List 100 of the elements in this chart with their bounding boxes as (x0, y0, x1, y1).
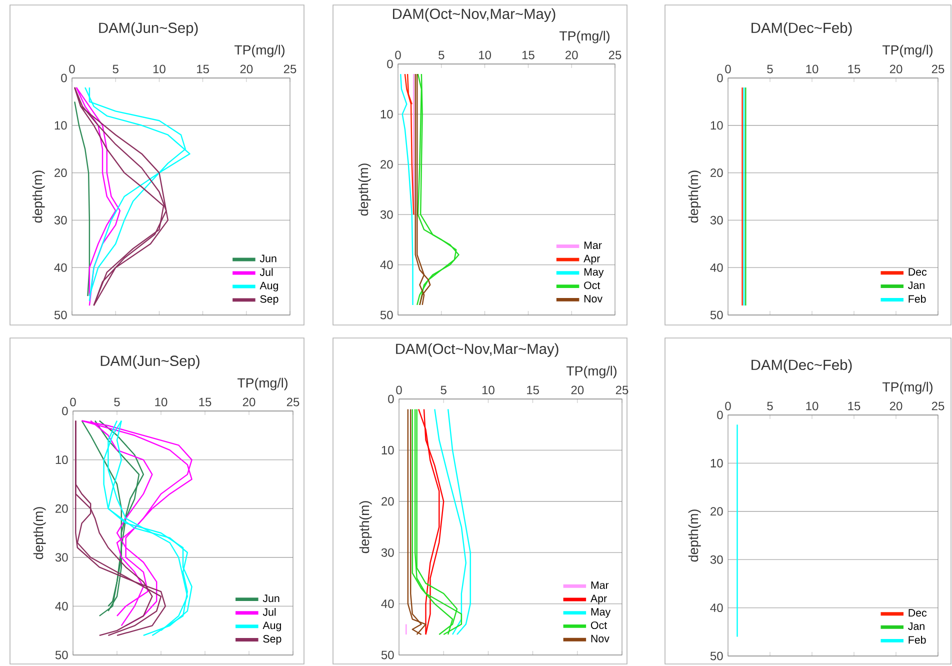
legend-label: Nov (591, 634, 610, 642)
y-tick-label: 10 (710, 458, 723, 468)
y-tick-label: 30 (710, 216, 723, 224)
y-tick-label: 30 (380, 210, 393, 219)
y-tick-label: 50 (710, 310, 723, 320)
legend-label: Apr (584, 254, 600, 264)
y-tick-label: 10 (56, 456, 68, 464)
y-tick-label: 40 (710, 263, 723, 272)
y-tick-label: 20 (56, 504, 68, 513)
x-tick-label: 0 (395, 50, 401, 60)
y-tick-label: 50 (710, 652, 723, 660)
y-axis-title: depth(m) (359, 501, 372, 554)
legend-label: May (584, 268, 604, 278)
legend-label: Aug (260, 282, 278, 292)
x-tick-label: 10 (806, 64, 818, 74)
y-tick-label: 30 (381, 548, 394, 557)
y-tick-label: 30 (55, 553, 68, 562)
chart-title: DAM(Oct~Nov,Mar~May) (393, 8, 556, 22)
chart-title: DAM(Jun~Sep) (99, 22, 198, 36)
x-tick-label: 10 (806, 402, 818, 410)
x-tick-label: 10 (482, 386, 494, 394)
x-tick-label: 25 (616, 386, 628, 394)
legend-label: Jun (260, 254, 276, 262)
legend-label: Mar (591, 581, 609, 589)
x-tick-label: 20 (890, 402, 902, 410)
chart-title: DAM(Jun~Sep) (100, 355, 200, 369)
legend-label: Sep (260, 295, 278, 305)
x-tick-label: 5 (112, 64, 118, 74)
x-tick-label: 20 (240, 64, 253, 74)
y-tick-label: 10 (380, 110, 393, 118)
x-tick-label: 0 (725, 402, 731, 410)
chart-title: DAM(Oct~Nov,Mar~May) (396, 343, 558, 357)
x-tick-label: 0 (396, 386, 402, 394)
legend-label: Dec (908, 268, 927, 276)
y-tick-label: 20 (382, 497, 394, 506)
y-tick-label: 0 (717, 410, 723, 420)
legend-label: Nov (584, 295, 602, 302)
x-tick-label: 15 (199, 398, 212, 406)
x-axis-title: TP(mg/l) (882, 382, 932, 394)
y-axis-title: depth(m) (358, 164, 371, 216)
legend-label: Feb (908, 294, 926, 303)
x-tick-label: 20 (566, 50, 578, 60)
legend-label: Jul (262, 608, 276, 616)
x-tick-label: 5 (438, 50, 444, 60)
x-tick-label: 20 (890, 64, 902, 74)
y-tick-label: 10 (710, 121, 723, 130)
x-tick-label: 25 (286, 398, 300, 406)
legend-label: Feb (908, 636, 926, 644)
x-tick-label: 15 (848, 402, 860, 410)
x-tick-label: 0 (70, 398, 76, 406)
x-tick-label: 5 (440, 386, 446, 394)
x-tick-label: 10 (153, 64, 166, 74)
y-tick-label: 50 (381, 650, 394, 660)
legend-label: Oct (590, 621, 607, 630)
legend-label: Mar (584, 242, 602, 250)
legend-label: Apr (590, 594, 607, 604)
y-axis-title: depth(m) (33, 507, 46, 560)
x-tick-label: 10 (155, 398, 168, 406)
x-tick-label: 5 (767, 402, 773, 410)
y-tick-label: 10 (54, 121, 67, 130)
y-tick-label: 0 (61, 74, 67, 82)
y-tick-label: 40 (381, 600, 394, 608)
y-tick-label: 20 (54, 168, 67, 178)
y-tick-label: 40 (54, 263, 67, 272)
y-tick-label: 20 (710, 507, 723, 516)
y-tick-label: 40 (380, 260, 393, 270)
y-axis-title: depth(m) (688, 170, 701, 223)
y-axis-title: depth(m) (688, 510, 701, 562)
chart-title: DAM(Dec~Feb) (752, 22, 852, 36)
legend-label: May (591, 608, 611, 618)
x-tick-label: 25 (608, 50, 622, 60)
y-tick-label: 30 (710, 555, 723, 564)
x-axis-title: TP(mg/l) (237, 378, 288, 390)
y-tick-label: 40 (55, 602, 68, 610)
legend-label: Jan (908, 282, 924, 290)
y-axis-title: depth(m) (32, 170, 45, 223)
y-tick-label: 50 (55, 650, 68, 660)
x-axis-title: TP(mg/l) (882, 44, 932, 58)
x-tick-label: 5 (114, 398, 120, 406)
legend-label: Aug (262, 622, 281, 632)
x-tick-label: 10 (479, 50, 492, 60)
x-tick-label: 25 (284, 64, 296, 74)
y-tick-label: 20 (380, 160, 393, 169)
legend-label: Dec (908, 609, 927, 617)
legend-label: Sep (263, 635, 282, 645)
x-tick-label: 25 (932, 402, 944, 410)
y-tick-label: 20 (710, 168, 723, 178)
y-tick-label: 0 (717, 74, 723, 82)
y-tick-label: 50 (54, 310, 67, 320)
x-tick-label: 15 (527, 386, 539, 394)
x-tick-label: 20 (571, 386, 584, 394)
x-tick-label: 15 (522, 50, 534, 60)
y-tick-label: 50 (380, 310, 393, 320)
legend-label: Oct (584, 282, 600, 290)
x-tick-label: 0 (69, 64, 75, 74)
y-tick-label: 40 (710, 604, 723, 612)
chart-title: DAM(Dec~Feb) (752, 359, 852, 373)
legend-label: Jun (262, 594, 280, 602)
x-tick-label: 25 (932, 64, 944, 74)
x-axis-title: TP(mg/l) (559, 30, 610, 44)
